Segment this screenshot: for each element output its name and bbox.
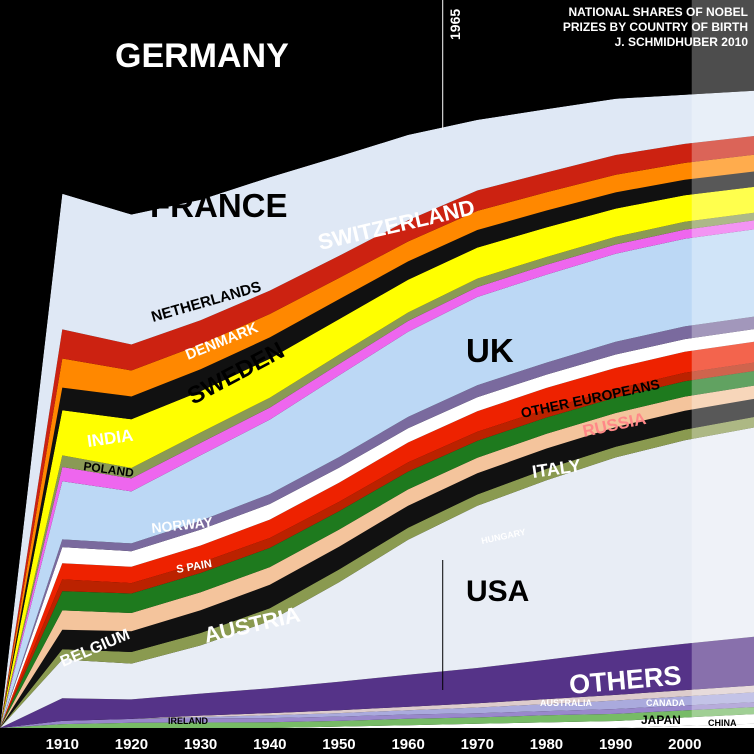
area-series-group: [0, 0, 754, 729]
label-uk: UK: [466, 332, 514, 369]
area-netherlands: [0, 154, 754, 729]
label-france: FRANCE: [150, 187, 288, 224]
post-2000-shade: [691, 0, 754, 728]
x-tick-1930: 1930: [184, 736, 217, 753]
label-japan: JAPAN: [641, 713, 681, 727]
area-uk: [0, 229, 754, 728]
area-sweden: [0, 186, 754, 728]
label-australia: AUSTRALIA: [540, 698, 592, 708]
x-tick-1920: 1920: [115, 736, 148, 753]
area-usa: [0, 427, 754, 728]
label-germany: GERMANY: [115, 37, 289, 75]
area-germany: [0, 0, 754, 728]
label-ireland: IRELAND: [168, 716, 208, 726]
label-canada: CANADA: [646, 698, 685, 708]
label-norway: NORWAY: [151, 514, 214, 536]
area-switzerland: [0, 136, 754, 728]
chart-title-line-3: J. SCHMIDHUBER 2010: [615, 35, 749, 49]
x-tick-2000: 2000: [668, 736, 701, 753]
label-china: CHINA: [708, 718, 737, 728]
label-usa: USA: [466, 575, 529, 608]
marker-year-label: 1965: [447, 9, 463, 40]
area-france: [0, 90, 754, 728]
x-tick-1990: 1990: [599, 736, 632, 753]
area-unlabeled-3: [0, 702, 754, 728]
x-tick-1980: 1980: [530, 736, 563, 753]
x-tick-1940: 1940: [253, 736, 286, 753]
area-others: [0, 636, 754, 728]
area-china: [0, 723, 754, 728]
area-japan: [0, 714, 754, 728]
x-tick-1970: 1970: [461, 736, 494, 753]
chart-title-line-2: PRIZES BY COUNTRY OF BIRTH: [563, 20, 748, 34]
x-axis-ticks: 1910 1920 1930 1940 1950 1960 1970 1980 1990 2000: [46, 736, 702, 753]
x-tick-1950: 1950: [322, 736, 355, 753]
x-tick-1910: 1910: [46, 736, 79, 753]
chart-title-line-1: NATIONAL SHARES OF NOBEL: [568, 5, 748, 19]
x-tick-1960: 1960: [391, 736, 424, 753]
area-ireland: [0, 707, 754, 728]
area-denmark: [0, 171, 754, 728]
area-poland: [0, 220, 754, 728]
